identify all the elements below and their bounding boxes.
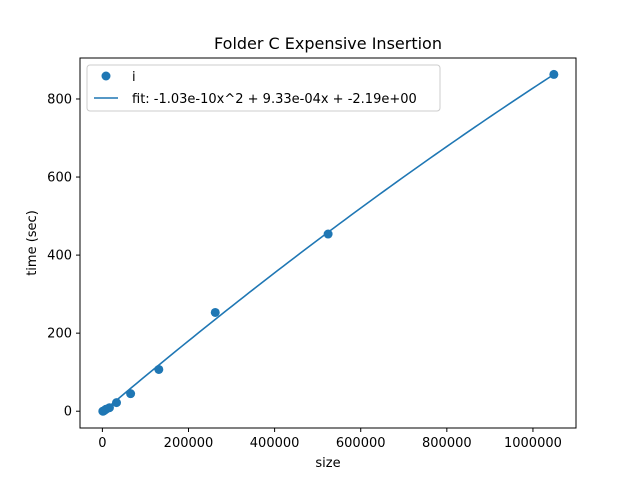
data-point bbox=[126, 389, 136, 399]
data-point bbox=[323, 229, 333, 239]
y-axis-label: time (sec) bbox=[25, 210, 40, 276]
x-tick-label: 0 bbox=[98, 436, 106, 451]
data-point bbox=[154, 364, 164, 374]
plot-frame bbox=[79, 57, 577, 429]
data-point bbox=[104, 403, 114, 413]
x-tick-label: 400000 bbox=[250, 436, 300, 451]
data-point bbox=[210, 307, 220, 317]
y-tick-label: 200 bbox=[47, 327, 72, 342]
legend-label-fit: fit: -1.03e-10x^2 + 9.33e-04x + -2.19e+0… bbox=[132, 92, 417, 107]
y-tick-label: 0 bbox=[64, 405, 72, 420]
x-tick-label: 200000 bbox=[164, 436, 214, 451]
x-tick-label: 800000 bbox=[422, 436, 472, 451]
legend: i fit: -1.03e-10x^2 + 9.33e-04x + -2.19e… bbox=[86, 64, 441, 112]
y-tick-label: 800 bbox=[47, 92, 72, 107]
legend-box bbox=[86, 64, 441, 112]
x-tick-label: 1000000 bbox=[504, 436, 562, 451]
data-point bbox=[112, 398, 121, 408]
axes: 0 200000 400000 600000 800000 1000000 0 200 400 6… bbox=[47, 92, 562, 451]
plot-area bbox=[98, 69, 559, 416]
x-axis-label: size bbox=[315, 456, 340, 471]
x-tick-label: 600000 bbox=[336, 436, 386, 451]
y-tick-label: 600 bbox=[47, 171, 72, 186]
legend-marker-scatter bbox=[101, 71, 111, 81]
chart-title: Folder C Expensive Insertion bbox=[214, 34, 442, 53]
data-point bbox=[549, 69, 559, 79]
legend-label-scatter: i bbox=[132, 70, 136, 85]
y-tick-label: 400 bbox=[47, 249, 72, 264]
